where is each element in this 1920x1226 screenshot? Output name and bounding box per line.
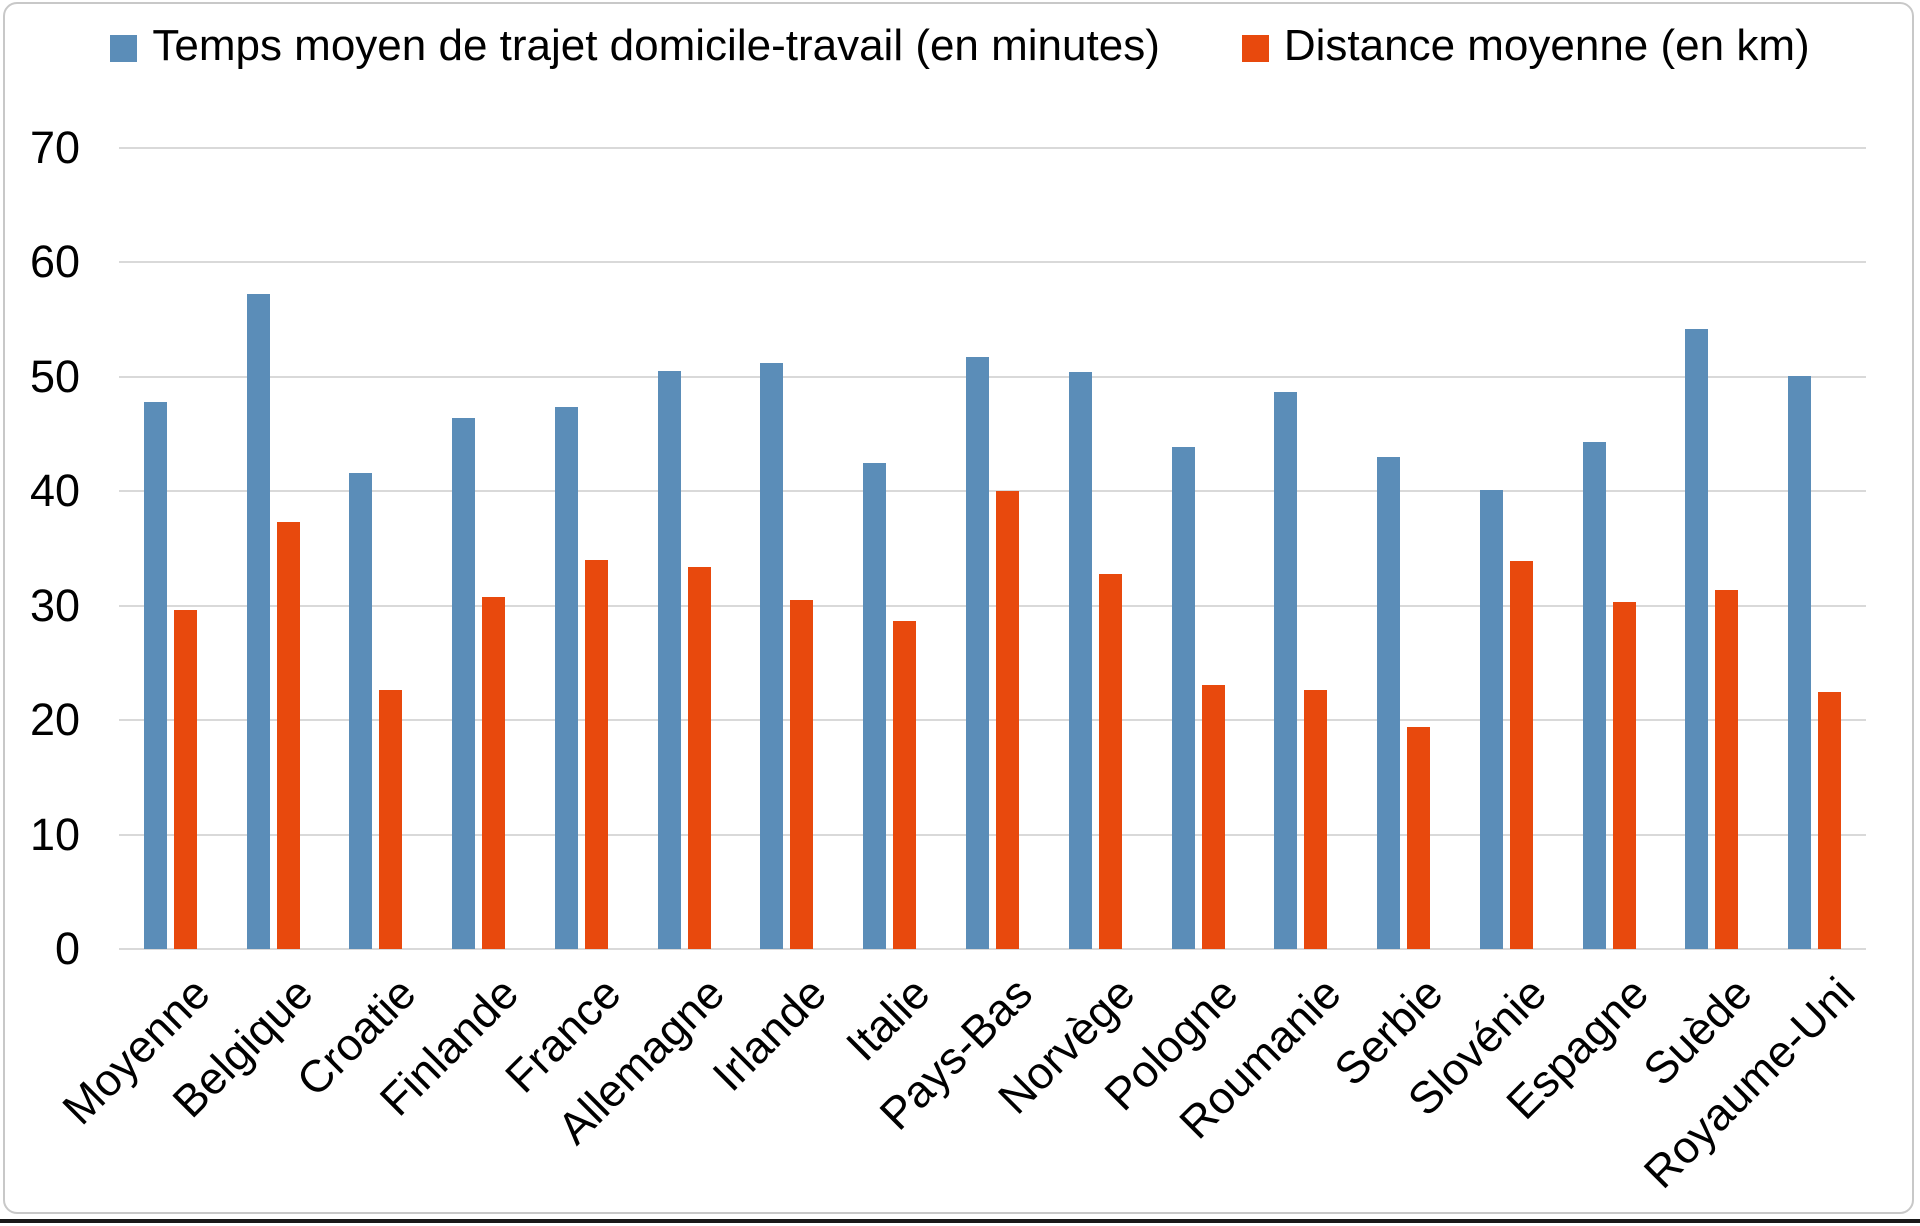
legend-item-temps: Temps moyen de trajet domicile-travail (… xyxy=(110,20,1160,72)
legend-item-distance: Distance moyenne (en km) xyxy=(1241,20,1810,72)
bar-distance-Finlande xyxy=(482,596,506,949)
bar-temps-Suède xyxy=(1685,328,1709,949)
bar-temps-Croatie xyxy=(349,472,373,949)
y-axis: 0 10 20 30 40 50 60 70 xyxy=(0,0,80,1226)
y-tick-label-0: 0 xyxy=(54,923,80,974)
bar-temps-Roumanie xyxy=(1274,391,1298,949)
y-tick-label-60: 60 xyxy=(29,236,80,288)
bar-temps-Pologne xyxy=(1171,446,1195,949)
gridline-50 xyxy=(119,375,1866,378)
bar-temps-France xyxy=(554,406,578,949)
window-bottom-edge xyxy=(0,1219,1920,1223)
bar-temps-Allemagne xyxy=(657,371,681,949)
bar-temps-Moyenne xyxy=(143,402,167,949)
legend-label-temps: Temps moyen de trajet domicile-travail (… xyxy=(152,21,1160,70)
y-tick-label-40: 40 xyxy=(29,465,80,517)
bar-temps-Norvège xyxy=(1068,372,1092,949)
legend-label-distance: Distance moyenne (en km) xyxy=(1283,21,1810,70)
bar-temps-Finlande xyxy=(452,418,476,949)
bar-temps-Italie xyxy=(863,462,887,949)
gridline-70 xyxy=(119,147,1866,149)
bar-distance-Espagne xyxy=(1612,602,1636,949)
bar-distance-Croatie xyxy=(379,690,403,949)
bar-distance-Moyenne xyxy=(173,610,197,949)
gridline-60 xyxy=(119,261,1866,264)
bar-distance-Royaume-Uni xyxy=(1818,691,1842,949)
bar-distance-Pays-Bas xyxy=(996,491,1019,949)
bar-temps-Royaume-Uni xyxy=(1788,375,1812,949)
plot-area xyxy=(119,147,1866,950)
bar-temps-Belgique xyxy=(246,294,270,949)
gridline-20 xyxy=(119,719,1866,722)
chart-border xyxy=(3,2,1914,1214)
bar-distance-Belgique xyxy=(276,522,300,949)
y-tick-label-20: 20 xyxy=(29,694,80,746)
y-tick-label-50: 50 xyxy=(29,350,80,402)
gridline-10 xyxy=(119,833,1866,836)
bar-distance-Allemagne xyxy=(687,566,711,949)
bar-distance-Serbie xyxy=(1407,727,1431,949)
bar-temps-Irlande xyxy=(760,363,784,949)
bar-distance-Pologne xyxy=(1201,684,1225,949)
y-tick-label-30: 30 xyxy=(29,579,80,631)
bar-distance-Roumanie xyxy=(1304,690,1328,949)
bar-temps-Espagne xyxy=(1582,442,1606,949)
bar-temps-Serbie xyxy=(1377,456,1401,949)
bar-distance-Slovénie xyxy=(1509,561,1533,949)
gridline-40 xyxy=(119,490,1866,493)
bar-temps-Pays-Bas xyxy=(966,357,989,949)
bar-distance-Suède xyxy=(1715,589,1739,949)
bar-distance-Italie xyxy=(893,620,917,949)
legend-marker-distance-icon xyxy=(1241,34,1269,62)
bar-distance-Irlande xyxy=(790,600,814,949)
bar-distance-Norvège xyxy=(1098,573,1122,949)
y-tick-label-10: 10 xyxy=(29,808,80,860)
bar-temps-Slovénie xyxy=(1479,490,1503,949)
gridline-0 xyxy=(119,948,1866,950)
bar-distance-France xyxy=(584,559,608,949)
legend-marker-temps-icon xyxy=(110,34,138,62)
legend: Temps moyen de trajet domicile-travail (… xyxy=(0,20,1920,72)
y-tick-label-70: 70 xyxy=(29,122,80,173)
gridline-30 xyxy=(119,604,1866,607)
